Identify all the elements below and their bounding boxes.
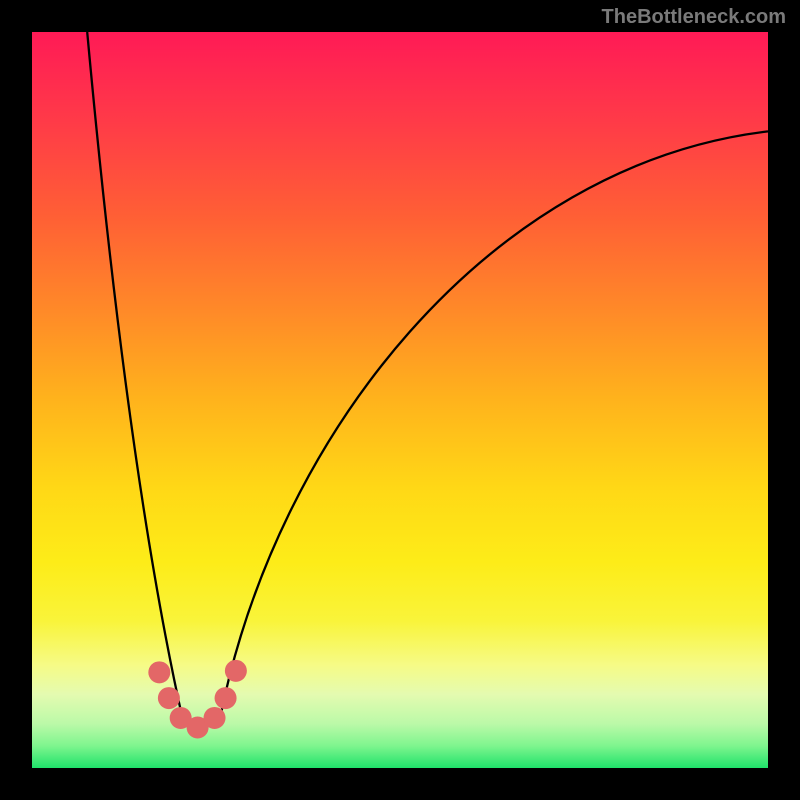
gradient-background <box>32 32 768 768</box>
marker-dot <box>148 661 170 683</box>
marker-dot <box>215 687 237 709</box>
marker-dot <box>225 660 247 682</box>
watermark-label: TheBottleneck.com <box>602 6 786 29</box>
plot-svg <box>32 32 768 768</box>
marker-dot <box>204 707 226 729</box>
plot-area <box>32 32 768 768</box>
marker-dot <box>158 687 180 709</box>
chart-outer-frame: TheBottleneck.com <box>0 0 800 800</box>
